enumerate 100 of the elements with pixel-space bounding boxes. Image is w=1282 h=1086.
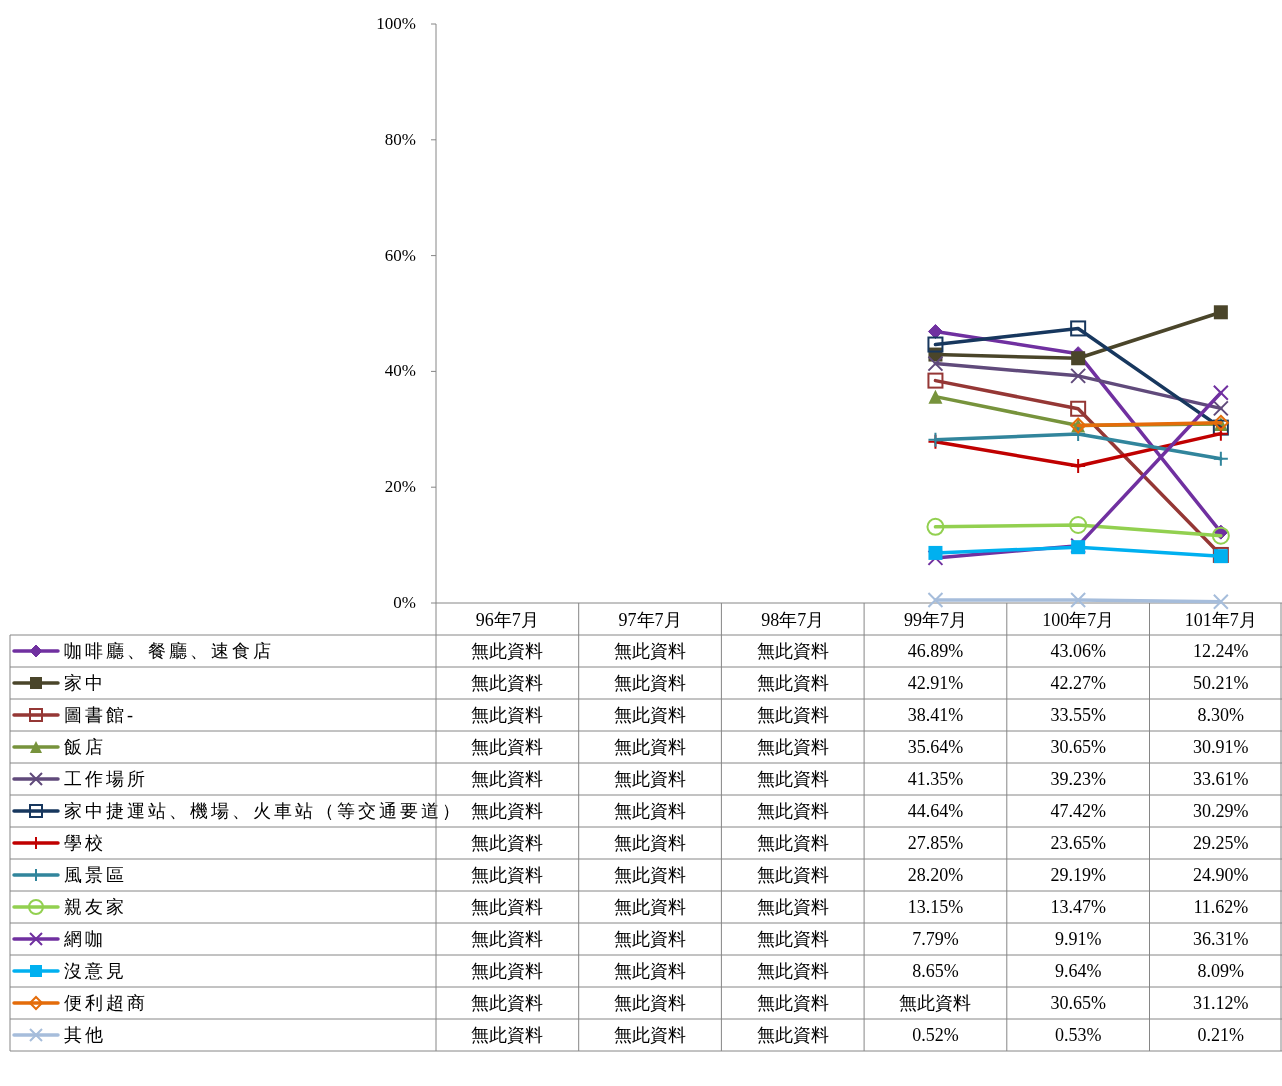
- text: 無此資料: [471, 641, 544, 661]
- text: 無此資料: [614, 801, 687, 821]
- data-label: 41.35%: [907, 769, 964, 789]
- data-label: 23.65%: [1050, 833, 1106, 853]
- data-label: 35.64%: [907, 737, 964, 757]
- text: 無此資料: [614, 769, 687, 789]
- data-label: 9.64%: [1054, 961, 1102, 981]
- data-label: 29.19%: [1050, 865, 1106, 885]
- text: 無此資料: [471, 673, 544, 693]
- legend-label: 咖啡廳、餐廳、速食店: [64, 641, 274, 661]
- legend-label: 圖書館-: [64, 705, 136, 725]
- text: 無此資料: [899, 993, 972, 1013]
- text: 無此資料: [614, 737, 687, 757]
- text: 無此資料: [471, 769, 544, 789]
- text: 無此資料: [756, 1025, 829, 1045]
- text: 無此資料: [756, 865, 829, 885]
- text: 無此資料: [756, 769, 829, 789]
- data-label: 0.52%: [912, 1025, 959, 1045]
- data-label: 33.55%: [1050, 705, 1106, 725]
- data-label: 33.61%: [1193, 769, 1249, 789]
- y-tick-label: 80%: [384, 129, 416, 149]
- data-label: 50.21%: [1193, 673, 1249, 693]
- legend-label: 風景區: [64, 865, 127, 885]
- data-label: 9.91%: [1054, 929, 1102, 949]
- data-label: 0.53%: [1054, 1025, 1102, 1045]
- text: 無此資料: [614, 833, 687, 853]
- text: 無此資料: [756, 929, 829, 949]
- text: 無此資料: [756, 833, 829, 853]
- x-tick-label: 99年7月: [903, 610, 967, 630]
- legend-label: 學校: [64, 833, 106, 853]
- data-label: 11.62%: [1193, 897, 1249, 917]
- data-label: 38.41%: [907, 705, 964, 725]
- data-label: 13.47%: [1050, 897, 1106, 917]
- legend-label: 其他: [64, 1025, 106, 1045]
- text: 無此資料: [614, 897, 687, 917]
- y-tick-label: 0%: [393, 593, 416, 612]
- legend-label: 飯店: [64, 737, 106, 757]
- text: 無此資料: [756, 961, 829, 981]
- text: 無此資料: [471, 705, 544, 725]
- y-tick-label: 40%: [384, 361, 416, 381]
- text: 無此資料: [756, 897, 829, 917]
- data-label: 47.42%: [1050, 801, 1106, 821]
- data-label: 39.23%: [1050, 769, 1106, 789]
- data-label: 42.27%: [1050, 673, 1106, 693]
- text: 無此資料: [471, 801, 544, 821]
- y-tick-label: 100%: [376, 14, 416, 33]
- data-label: 31.12%: [1193, 993, 1249, 1013]
- text: 無此資料: [614, 993, 687, 1013]
- data-label: 24.90%: [1193, 865, 1249, 885]
- data-label: 8.09%: [1197, 961, 1245, 981]
- text: 無此資料: [614, 865, 687, 885]
- y-tick-label: 60%: [384, 245, 416, 265]
- text: 無此資料: [756, 737, 829, 757]
- text: 無此資料: [614, 641, 687, 661]
- data-label: 28.20%: [907, 865, 964, 885]
- data-label: 43.06%: [1050, 641, 1106, 661]
- text: 無此資料: [614, 673, 687, 693]
- data-label: 8.65%: [912, 961, 959, 981]
- data-label: 42.91%: [907, 673, 964, 693]
- data-label: 8.30%: [1197, 705, 1245, 725]
- text: 無此資料: [471, 993, 544, 1013]
- data-label: 29.25%: [1193, 833, 1249, 853]
- text: 無此資料: [756, 641, 829, 661]
- legend-label: 沒意見: [64, 961, 127, 981]
- x-tick-label: 100年7月: [1042, 610, 1115, 630]
- text: 無此資料: [471, 961, 544, 981]
- data-label: 30.65%: [1050, 737, 1106, 757]
- x-tick-label: 97年7月: [618, 610, 682, 630]
- text: 無此資料: [756, 993, 829, 1013]
- text: 無此資料: [614, 929, 687, 949]
- legend-label: 工作場所: [64, 769, 148, 789]
- data-label: 27.85%: [907, 833, 964, 853]
- data-label: 7.79%: [912, 929, 959, 949]
- data-label: 46.89%: [907, 641, 964, 661]
- data-label: 12.24%: [1193, 641, 1249, 661]
- data-label: 13.15%: [907, 897, 964, 917]
- text: 無此資料: [471, 737, 544, 757]
- text: 無此資料: [756, 673, 829, 693]
- text: 無此資料: [614, 705, 687, 725]
- legend-label: 親友家: [64, 897, 127, 917]
- data-label: 0.21%: [1197, 1025, 1245, 1045]
- legend-label: 網咖: [63, 929, 106, 949]
- text: 無此資料: [756, 801, 829, 821]
- text: 無此資料: [614, 1025, 687, 1045]
- y-tick-label: 20%: [384, 477, 416, 497]
- data-label: 30.65%: [1050, 993, 1106, 1013]
- data-label: 36.31%: [1193, 929, 1249, 949]
- x-tick-label: 101年7月: [1184, 610, 1257, 630]
- text: 無此資料: [471, 897, 544, 917]
- text: 無此資料: [471, 929, 544, 949]
- text: 無此資料: [756, 705, 829, 725]
- x-tick-label: 96年7月: [475, 610, 539, 630]
- data-label: 44.64%: [907, 801, 964, 821]
- text: 無此資料: [614, 961, 687, 981]
- text: 無此資料: [471, 833, 544, 853]
- data-label: 30.29%: [1193, 801, 1249, 821]
- legend-label: 便利超商: [64, 993, 148, 1013]
- legend-label: 家中捷運站、機場、火車站（等交通要道）: [64, 801, 463, 821]
- text: 無此資料: [471, 1025, 544, 1045]
- data-label: 30.91%: [1193, 737, 1249, 757]
